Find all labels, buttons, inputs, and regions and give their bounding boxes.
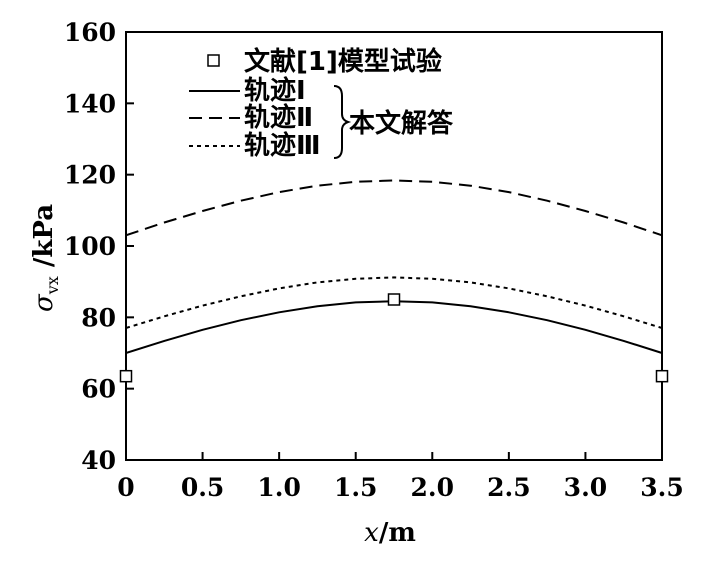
legend-label-1: 轨迹Ⅰ <box>244 75 306 106</box>
series-lines <box>125 179 663 354</box>
legend-label-experiment: 文献[1]模型试验 <box>244 46 442 77</box>
y-axis-sub: vx <box>43 276 62 295</box>
legend-label-3: 轨迹Ⅲ <box>244 130 321 161</box>
x-axis-var: x <box>364 518 379 548</box>
x-axis-unit: /m <box>379 518 416 548</box>
y-tick-label: 40 <box>81 446 116 475</box>
y-tick-label: 80 <box>81 303 116 332</box>
series-line-3 <box>125 276 663 329</box>
y-axis-var: σ <box>29 293 59 312</box>
plot-border <box>125 31 663 461</box>
x-tick-label: 0.5 <box>181 473 225 502</box>
experiment-markers <box>119 293 669 383</box>
y-tick-label: 140 <box>64 89 116 118</box>
x-axis-label: x/m <box>364 518 416 548</box>
marker-point <box>387 293 401 306</box>
x-tick-label: 2.5 <box>487 473 531 502</box>
y-tick-label: 60 <box>81 375 116 404</box>
x-tick-label: 3.5 <box>640 473 684 502</box>
x-tick-label: 1.5 <box>334 473 378 502</box>
legend-label-2: 轨迹Ⅱ <box>244 102 313 133</box>
y-axis-unit: /kPa <box>29 204 59 276</box>
y-tick-label: 120 <box>64 161 116 190</box>
x-tick-label: 0 <box>117 473 134 502</box>
series-line-1 <box>125 300 663 354</box>
legend-marker-square <box>207 54 220 67</box>
y-axis-label: σvx /kPa <box>29 204 62 312</box>
y-tick-label: 160 <box>64 18 116 47</box>
legend-brace <box>333 85 352 159</box>
marker-point <box>655 369 669 383</box>
x-tick-label: 1.0 <box>257 473 301 502</box>
x-axis-ticks: 0 0.5 1.0 1.5 2.0 2.5 3.0 3.5 <box>117 452 684 502</box>
y-tick-label: 100 <box>64 232 116 261</box>
y-axis-ticks: 40 60 80 100 120 140 160 <box>64 18 134 475</box>
series-line-2 <box>125 179 663 237</box>
x-tick-label: 3.0 <box>564 473 608 502</box>
legend-group-label: 本文解答 <box>349 108 454 139</box>
x-tick-label: 2.0 <box>411 473 455 502</box>
marker-point <box>119 369 133 383</box>
plot-frame <box>125 31 663 461</box>
